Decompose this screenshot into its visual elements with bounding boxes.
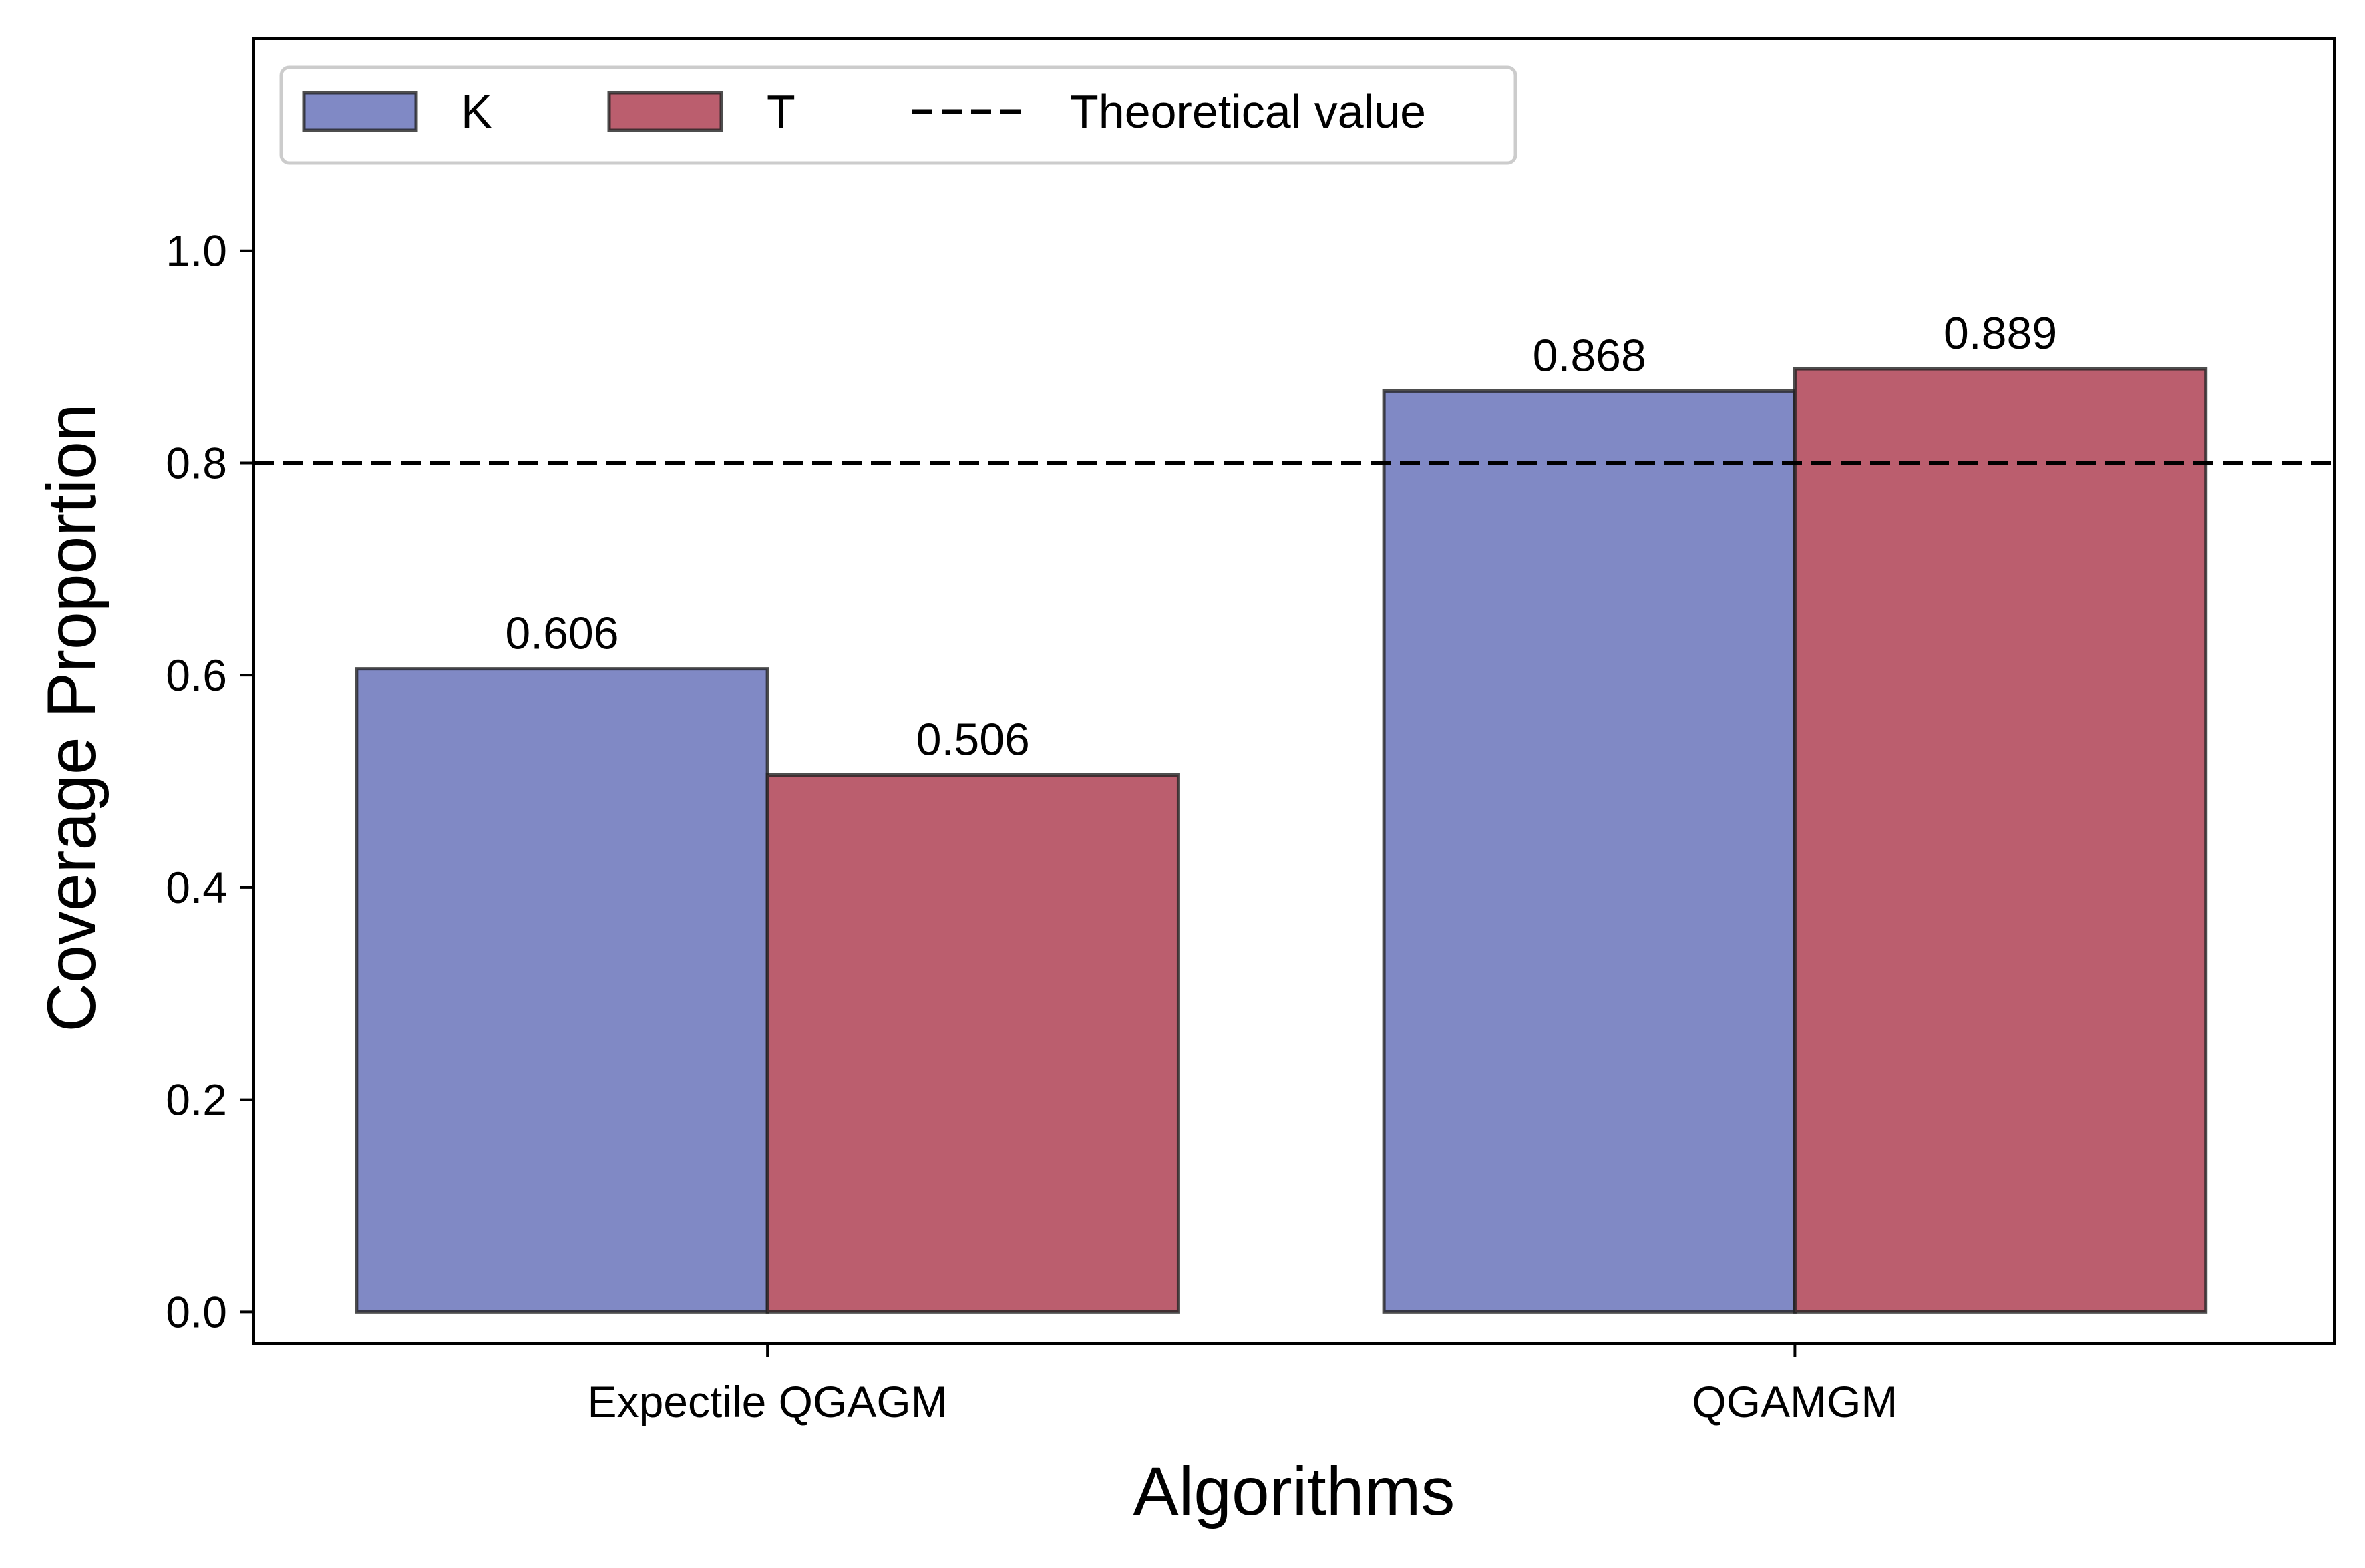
- bar-k-1: [1382, 389, 1797, 1314]
- x-tick-label: QGAMGM: [1692, 1377, 1897, 1426]
- legend-label: K: [461, 85, 492, 138]
- legend-box: [279, 65, 1517, 165]
- legend-swatch-t: [607, 91, 723, 132]
- x-tick-label: Expectile QGAGM: [588, 1377, 948, 1426]
- y-tick-label: 0.2: [166, 1075, 227, 1125]
- y-axis: 0.0 0.2 0.4 0.6 0.8 1.0: [166, 226, 254, 1336]
- y-tick-label: 0.0: [166, 1287, 227, 1336]
- data-label-t-0: 0.506: [916, 715, 1030, 765]
- bars-layer: [355, 367, 2208, 1314]
- y-tick-label: 0.4: [166, 863, 227, 912]
- legend-label: Theoretical value: [1070, 85, 1426, 138]
- legend-swatch-k: [302, 91, 418, 132]
- bar-k-0: [355, 667, 769, 1314]
- data-label-k-0: 0.606: [505, 608, 618, 659]
- y-axis-title: Coverage Proportion: [33, 403, 110, 1032]
- data-label-t-1: 0.889: [1944, 308, 2057, 359]
- y-tick-label: 0.6: [166, 650, 227, 700]
- plot-frame: [252, 37, 2336, 1345]
- x-axis: Expectile QGAGM QGAMGM: [588, 1344, 1897, 1426]
- bar-t-0: [765, 773, 1180, 1314]
- y-tick-label: 1.0: [166, 226, 227, 276]
- bar-t-1: [1793, 367, 2208, 1314]
- data-label-k-1: 0.868: [1533, 330, 1646, 381]
- data-labels-layer: 0.606 0.868 0.506 0.889: [505, 308, 2057, 765]
- y-tick-label: 0.8: [166, 438, 227, 487]
- legend: K T Theoretical value: [279, 65, 1517, 165]
- legend-label: T: [767, 85, 795, 138]
- x-axis-title: Algorithms: [1133, 1453, 1455, 1529]
